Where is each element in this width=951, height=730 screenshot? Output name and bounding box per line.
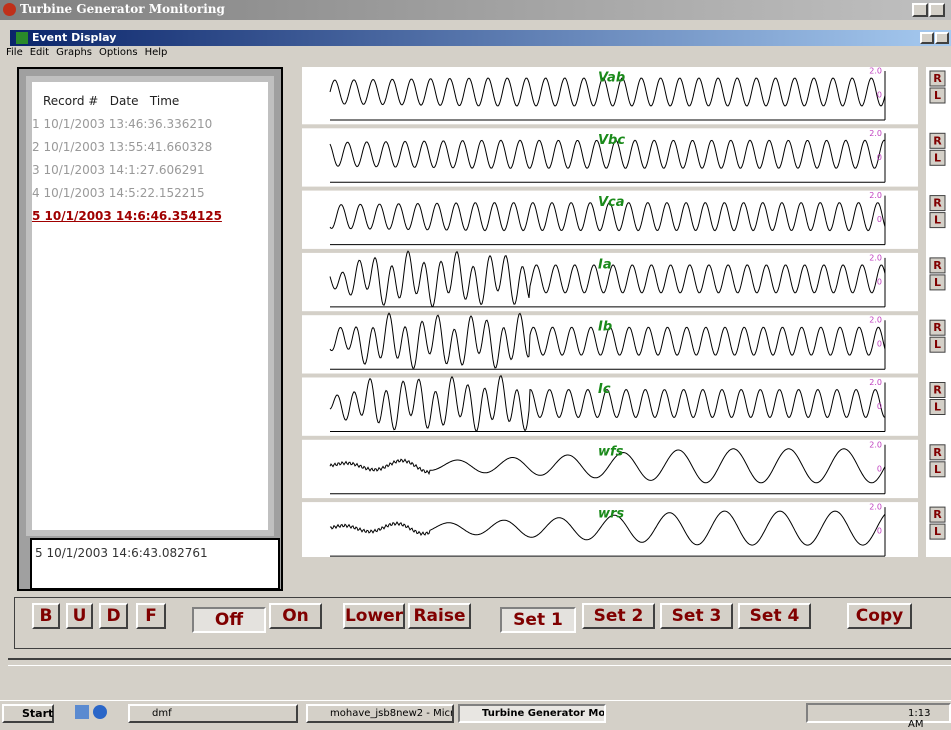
list-header: Record # Date Time	[43, 94, 268, 108]
tick-label: 0	[877, 527, 882, 536]
tick-label: 0	[877, 215, 882, 224]
tick-label: 0	[877, 91, 882, 100]
toolbar-button[interactable]: D	[99, 603, 128, 629]
tick-label: 2.0	[869, 440, 882, 449]
toolbar-button[interactable]: Set 4	[738, 603, 811, 629]
toolbar-button[interactable]: Lower	[343, 603, 405, 629]
plot-label: Ib	[598, 320, 612, 335]
rl-label: R	[933, 197, 942, 210]
rl-label: R	[933, 72, 942, 85]
toolbar-button[interactable]: Copy	[847, 603, 912, 629]
record-row[interactable]: 5 10/1/2003 14:6:46.354125	[32, 209, 268, 232]
maximize[interactable]	[929, 3, 945, 17]
toolbar-button[interactable]: Set 2	[582, 603, 655, 629]
tick-label: 0	[877, 402, 882, 411]
tick-label: 2.0	[869, 253, 882, 262]
plot-label: wfs	[598, 444, 624, 459]
minimize[interactable]	[920, 32, 934, 44]
rl-label: R	[933, 259, 942, 272]
task-button[interactable]: Turbine Generator Mo...	[458, 704, 606, 723]
rl-label: R	[933, 384, 942, 397]
separator	[8, 658, 951, 666]
toolbar-button[interactable]: U	[66, 603, 93, 629]
toolbar-button[interactable]: Raise	[408, 603, 471, 629]
tick-label: 2.0	[869, 67, 882, 76]
rl-label: R	[933, 508, 942, 521]
menu-item[interactable]: File	[6, 47, 23, 61]
tray-clock: 1:13 AM	[806, 703, 951, 723]
app-title-bar: Turbine Generator Monitoring	[0, 0, 951, 20]
window-icon	[16, 32, 28, 44]
plot-divider	[302, 498, 918, 502]
record-panel: Record # Date Time 1 10/1/2003 13:46:36.3…	[17, 67, 283, 591]
plot-label: Vab	[598, 71, 625, 86]
plot-divider	[302, 249, 918, 253]
taskbar: Start dmf mohave_jsb8new2 - Micro... Tur…	[0, 700, 951, 723]
app-icon	[3, 3, 16, 16]
plot-label: Ic	[598, 382, 611, 397]
quick-launch-icon[interactable]	[93, 705, 107, 719]
task-button[interactable]: mohave_jsb8new2 - Micro...	[306, 704, 454, 723]
menu-item[interactable]: Options	[99, 47, 138, 61]
tick-label: 2.0	[869, 129, 882, 138]
rl-label: R	[933, 446, 942, 459]
plot-divider	[302, 311, 918, 315]
tick-label: 2.0	[869, 378, 882, 387]
plot-label: wrs	[598, 507, 624, 522]
task-button[interactable]: dmf	[128, 704, 298, 723]
tick-label: 0	[877, 340, 882, 349]
menu-item[interactable]: Help	[145, 47, 168, 61]
quick-launch-icon[interactable]	[75, 705, 89, 719]
toolbar-button[interactable]: F	[136, 603, 166, 629]
rl-label: L	[934, 525, 941, 538]
app-title: Turbine Generator Monitoring	[20, 2, 225, 16]
record-row[interactable]: 4 10/1/2003 14:5:22.152215	[32, 186, 268, 209]
rl-label: L	[934, 338, 941, 351]
rl-label: R	[933, 321, 942, 334]
tick-label: 2.0	[869, 316, 882, 325]
tick-label: 2.0	[869, 503, 882, 512]
plot-divider	[302, 436, 918, 440]
menu-item[interactable]: Edit	[30, 47, 49, 61]
plot-label: Vbc	[598, 133, 625, 148]
rl-label: R	[933, 134, 942, 147]
minimize[interactable]	[912, 3, 928, 17]
window-title-bar: Event Display	[10, 30, 951, 46]
status-text: 5 10/1/2003 14:6:43.082761	[35, 546, 208, 560]
plot-divider	[302, 187, 918, 191]
record-row[interactable]: 1 10/1/2003 13:46:36.336210	[32, 117, 268, 140]
menu-bar: File Edit Graphs Options Help	[6, 47, 167, 61]
rl-label: L	[934, 89, 941, 102]
menu-item[interactable]: Graphs	[56, 47, 92, 61]
record-list: Record # Date Time 1 10/1/2003 13:46:36.3…	[26, 76, 274, 536]
plot-divider	[302, 124, 918, 128]
rl-label: L	[934, 276, 941, 289]
plot-divider	[302, 374, 918, 378]
tick-label: 0	[877, 153, 882, 162]
record-row[interactable]: 2 10/1/2003 13:55:41.660328	[32, 140, 268, 163]
restore[interactable]	[935, 32, 949, 44]
rl-label: L	[934, 463, 941, 476]
toolbar-button[interactable]: Set 1	[500, 607, 576, 633]
tick-label: 0	[877, 464, 882, 473]
rl-label: L	[934, 214, 941, 227]
tick-label: 0	[877, 277, 882, 286]
toolbar-button[interactable]: Off	[192, 607, 266, 633]
toolbar-button[interactable]: B	[32, 603, 60, 629]
toolbar-button[interactable]: On	[269, 603, 322, 629]
plot-label: Ia	[598, 257, 612, 272]
rl-label: L	[934, 401, 941, 414]
record-row[interactable]: 3 10/1/2003 14:1:27.606291	[32, 163, 268, 186]
rl-label: L	[934, 151, 941, 164]
start-button[interactable]: Start	[2, 704, 54, 723]
tick-label: 2.0	[869, 191, 882, 200]
status-box: 5 10/1/2003 14:6:43.082761	[30, 538, 280, 590]
screen: Turbine Generator Monitoring Event Displ…	[0, 0, 951, 723]
window-title: Event Display	[32, 31, 116, 44]
plot-label: Vca	[598, 195, 625, 210]
toolbar-button[interactable]: Set 3	[660, 603, 733, 629]
